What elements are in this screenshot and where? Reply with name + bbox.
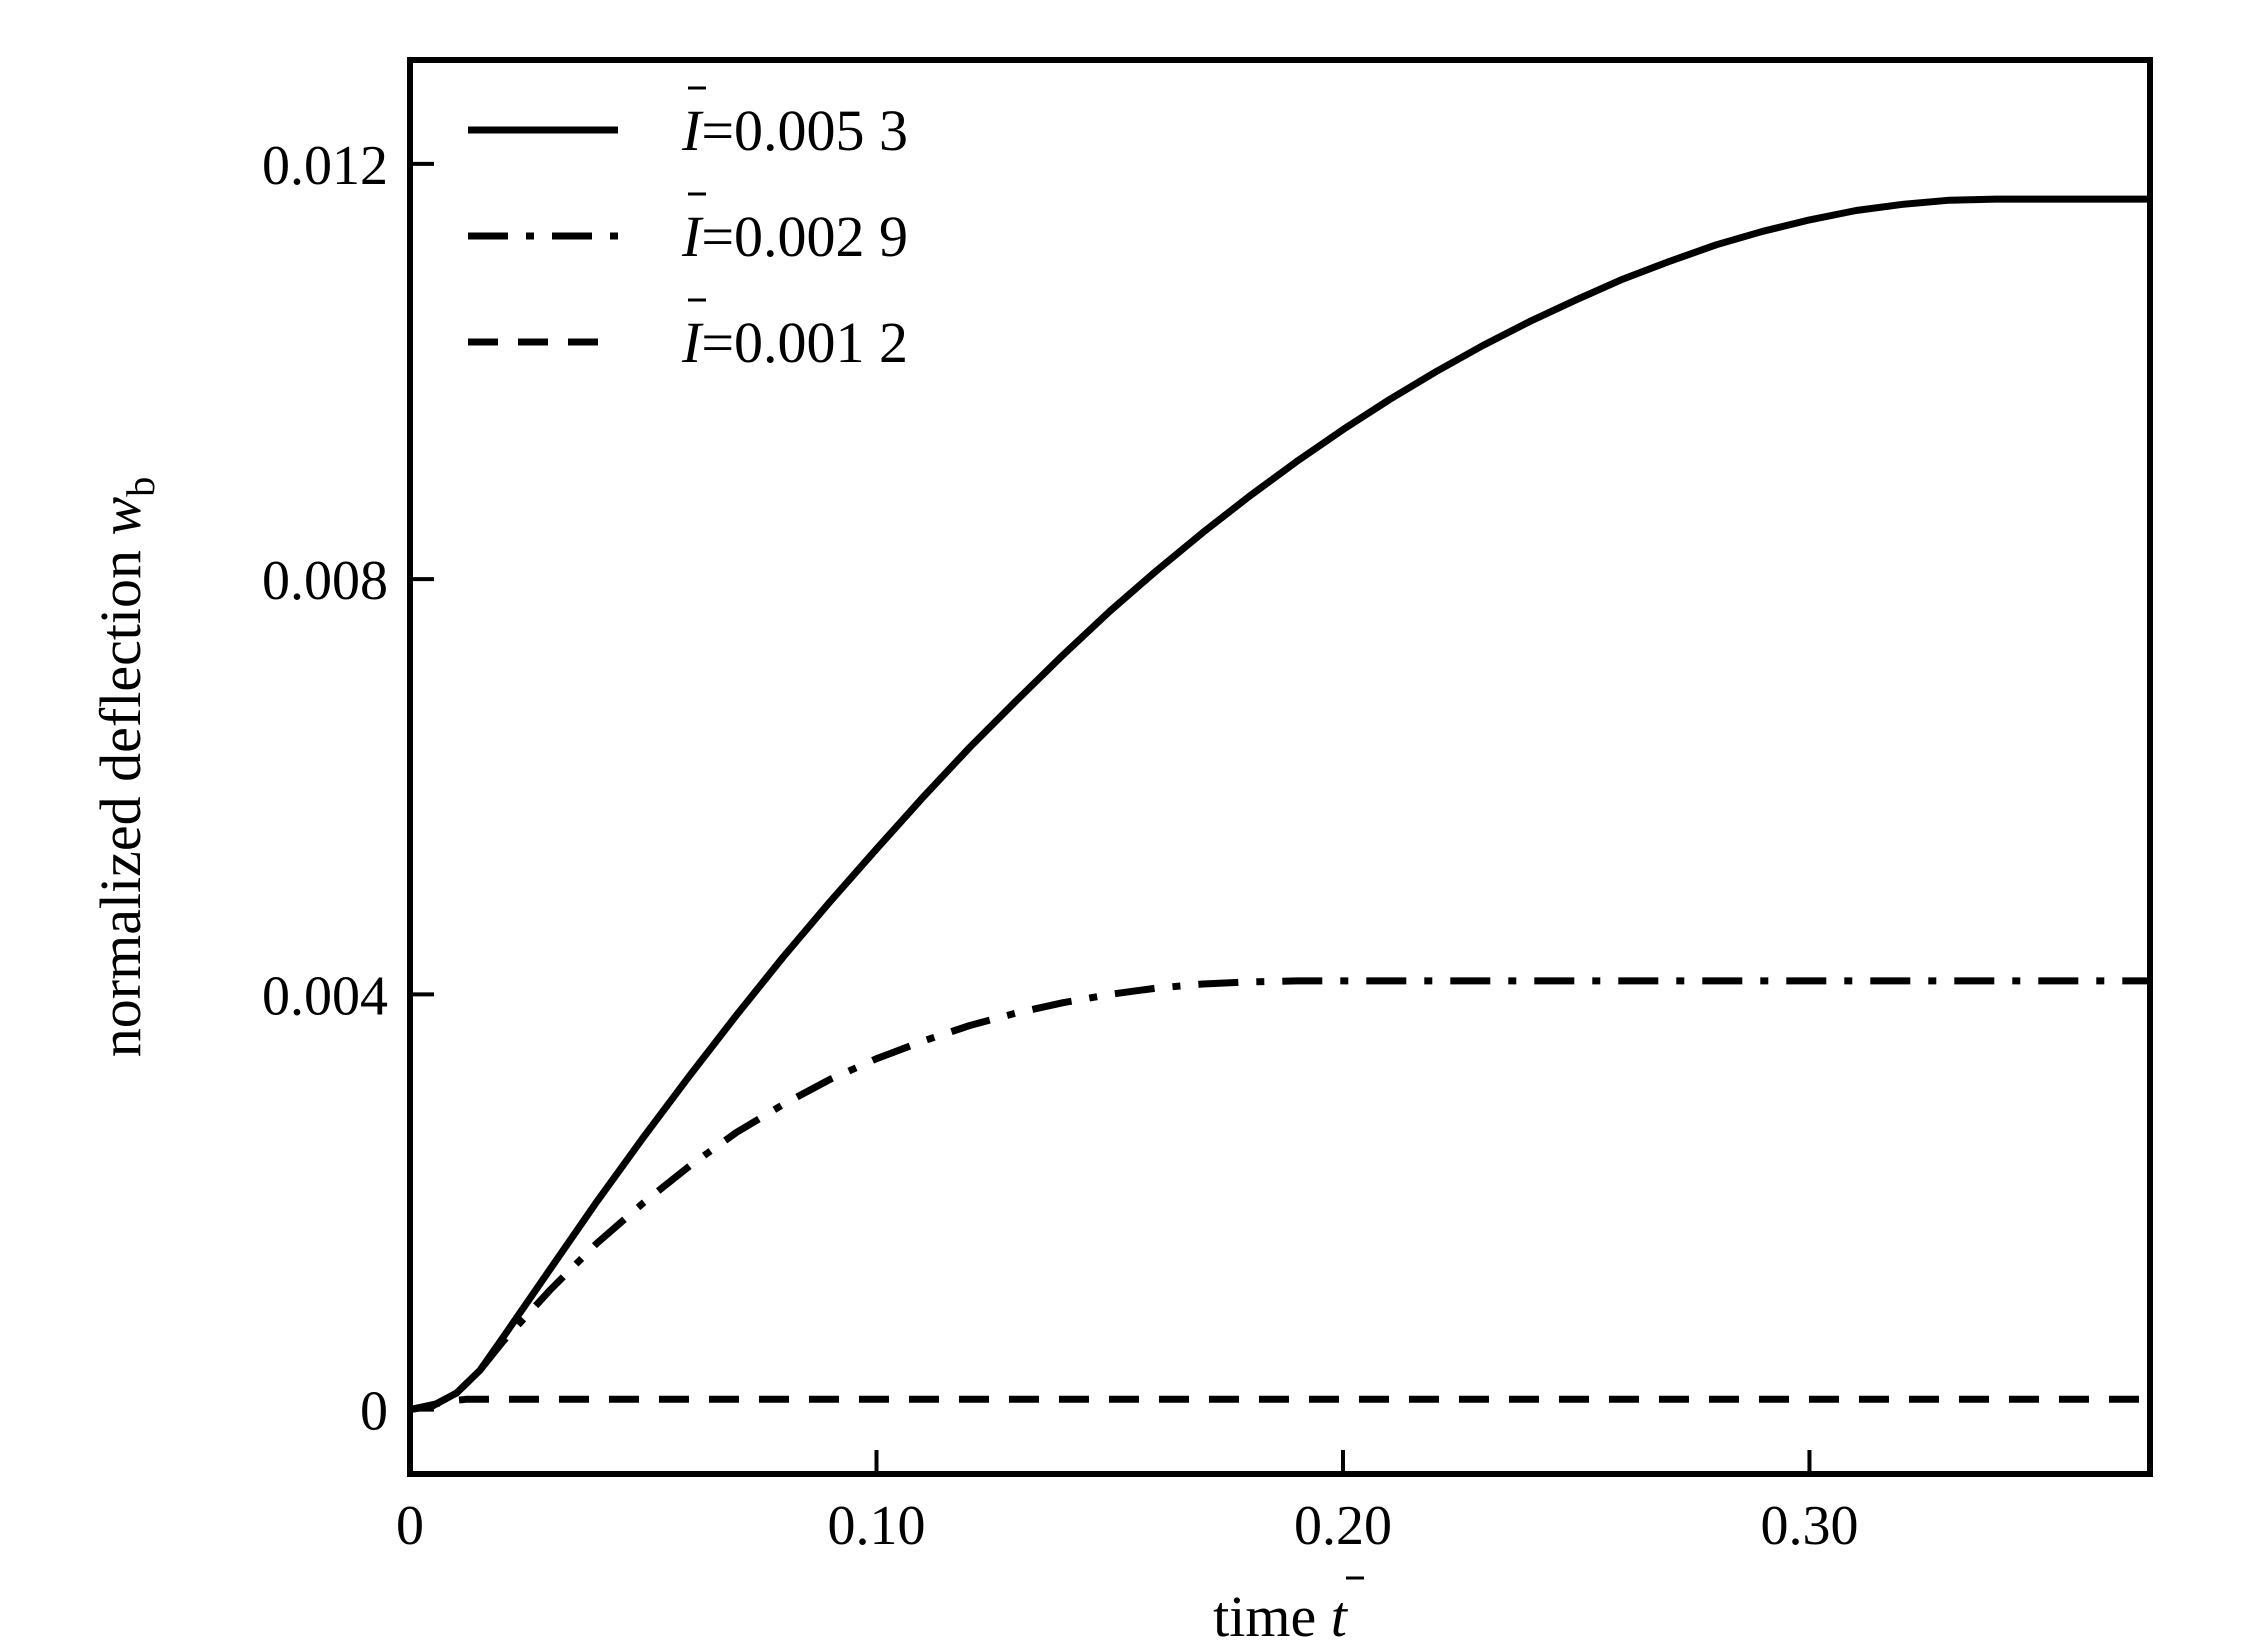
legend-label-1: I=0.005 3 (681, 98, 908, 163)
y-axis-subscript: b (118, 477, 163, 497)
y-axis-title: normalized deflection wb (88, 477, 163, 1057)
x-tick-label-2: 0.20 (1294, 1495, 1392, 1557)
x-tick-label-0: 0 (396, 1495, 424, 1557)
y-tick-label-2: 0.008 (262, 550, 388, 612)
legend-symbol-2: I (681, 204, 704, 269)
y-tick-label-1: 0.004 (262, 965, 388, 1027)
legend-value-3: =0.001 2 (701, 310, 908, 375)
labels-layer: 0 0.10 0.20 0.30 0 0.004 0.008 0.012 (262, 135, 1858, 1557)
legend-symbol-1: I (681, 98, 704, 163)
x-axis-title-text: time (1213, 1584, 1316, 1643)
ticks-layer (408, 161, 1812, 1474)
legend-value-2: =0.002 9 (701, 204, 908, 269)
x-tick-label-3: 0.30 (1760, 1495, 1858, 1557)
y-tick-label-3: 0.012 (262, 135, 388, 197)
legend-symbol-3: I (681, 310, 704, 375)
legend-label-2: I=0.002 9 (681, 204, 908, 269)
y-axis-symbol: w (88, 496, 153, 535)
legend: I=0.005 3I=0.002 9I=0.001 2 (468, 86, 908, 375)
y-axis-title-text: normalized deflection (88, 550, 153, 1057)
y-tick-label-0: 0 (360, 1381, 388, 1443)
series-layer (409, 195, 2150, 1414)
series-line-1 (409, 195, 2150, 1414)
x-axis-symbol: t (1331, 1584, 1349, 1643)
x-tick-label-1: 0.10 (827, 1495, 925, 1557)
series-line-3 (409, 1395, 2150, 1414)
series-line-2 (409, 977, 2150, 1414)
legend-label-3: I=0.001 2 (681, 310, 908, 375)
plot-frame (407, 57, 2153, 1477)
legend-value-1: =0.005 3 (701, 98, 908, 163)
x-axis-title: time t (1213, 1584, 1349, 1643)
